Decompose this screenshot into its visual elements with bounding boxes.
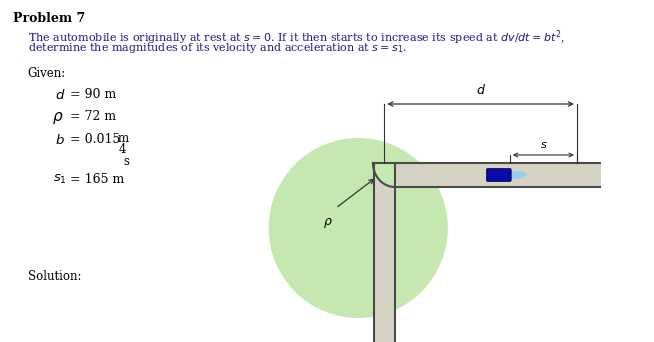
Text: The automobile is originally at rest at $s = 0$. If it then starts to increase i: The automobile is originally at rest at … bbox=[27, 28, 564, 47]
Text: = 0.015: = 0.015 bbox=[70, 133, 120, 146]
FancyBboxPatch shape bbox=[487, 169, 511, 182]
Text: $s_1$: $s_1$ bbox=[53, 173, 67, 186]
Text: = 72 m: = 72 m bbox=[70, 110, 116, 123]
Text: $d$: $d$ bbox=[55, 88, 65, 102]
Text: Given:: Given: bbox=[27, 67, 66, 80]
Text: m: m bbox=[118, 132, 129, 145]
Text: s: s bbox=[123, 155, 129, 168]
Polygon shape bbox=[373, 163, 601, 342]
Ellipse shape bbox=[508, 171, 526, 179]
Text: $d$: $d$ bbox=[475, 83, 486, 97]
Ellipse shape bbox=[269, 138, 448, 318]
Text: $\rho$: $\rho$ bbox=[52, 110, 64, 126]
Text: $s$: $s$ bbox=[540, 140, 547, 150]
Text: 4: 4 bbox=[118, 143, 126, 156]
Text: $b$: $b$ bbox=[55, 133, 65, 147]
Text: determine the magnitudes of its velocity and acceleration at $s = s_1$.: determine the magnitudes of its velocity… bbox=[27, 41, 407, 55]
Text: $\rho$: $\rho$ bbox=[323, 216, 333, 230]
Text: = 90 m: = 90 m bbox=[70, 88, 116, 101]
Text: Problem 7: Problem 7 bbox=[13, 12, 85, 25]
Text: = 165 m: = 165 m bbox=[70, 173, 124, 186]
Text: Solution:: Solution: bbox=[27, 270, 81, 283]
